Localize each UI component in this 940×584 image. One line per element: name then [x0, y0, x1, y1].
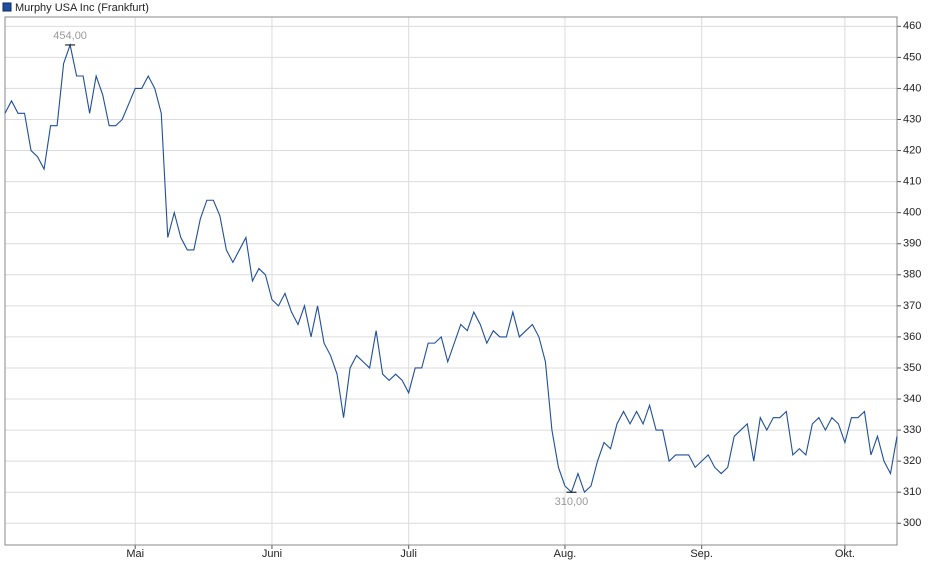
legend-swatch: [2, 2, 12, 12]
y-tick-label: 450: [903, 51, 921, 63]
x-tick-label: Mai: [126, 548, 144, 560]
y-tick-label: 420: [903, 144, 921, 156]
x-tick-label: Juli: [400, 548, 417, 560]
legend-label: Murphy USA Inc (Frankfurt): [15, 2, 149, 14]
y-tick-label: 440: [903, 82, 921, 94]
plot-frame: [4, 16, 898, 546]
y-tick-label: 310: [903, 486, 921, 498]
value-label: 310,00: [555, 496, 589, 508]
y-tick-label: 340: [903, 393, 921, 405]
y-tick-label: 370: [903, 300, 921, 312]
x-tick-label: Juni: [262, 548, 282, 560]
x-tick-label: Aug.: [554, 548, 577, 560]
y-tick-label: 390: [903, 238, 921, 250]
y-tick-label: 350: [903, 362, 921, 374]
y-tick-label: 300: [903, 517, 921, 529]
y-tick-label: 360: [903, 331, 921, 343]
y-tick-label: 320: [903, 455, 921, 467]
y-tick-label: 430: [903, 113, 921, 125]
y-tick-label: 400: [903, 207, 921, 219]
y-tick-label: 460: [903, 20, 921, 32]
series-line: [4, 42, 898, 494]
x-tick-label: Okt.: [835, 548, 855, 560]
y-tick-label: 380: [903, 269, 921, 281]
x-tick-label: Sep.: [690, 548, 713, 560]
value-label: 454,00: [53, 30, 87, 42]
y-tick-label: 330: [903, 424, 921, 436]
y-tick-label: 410: [903, 176, 921, 188]
